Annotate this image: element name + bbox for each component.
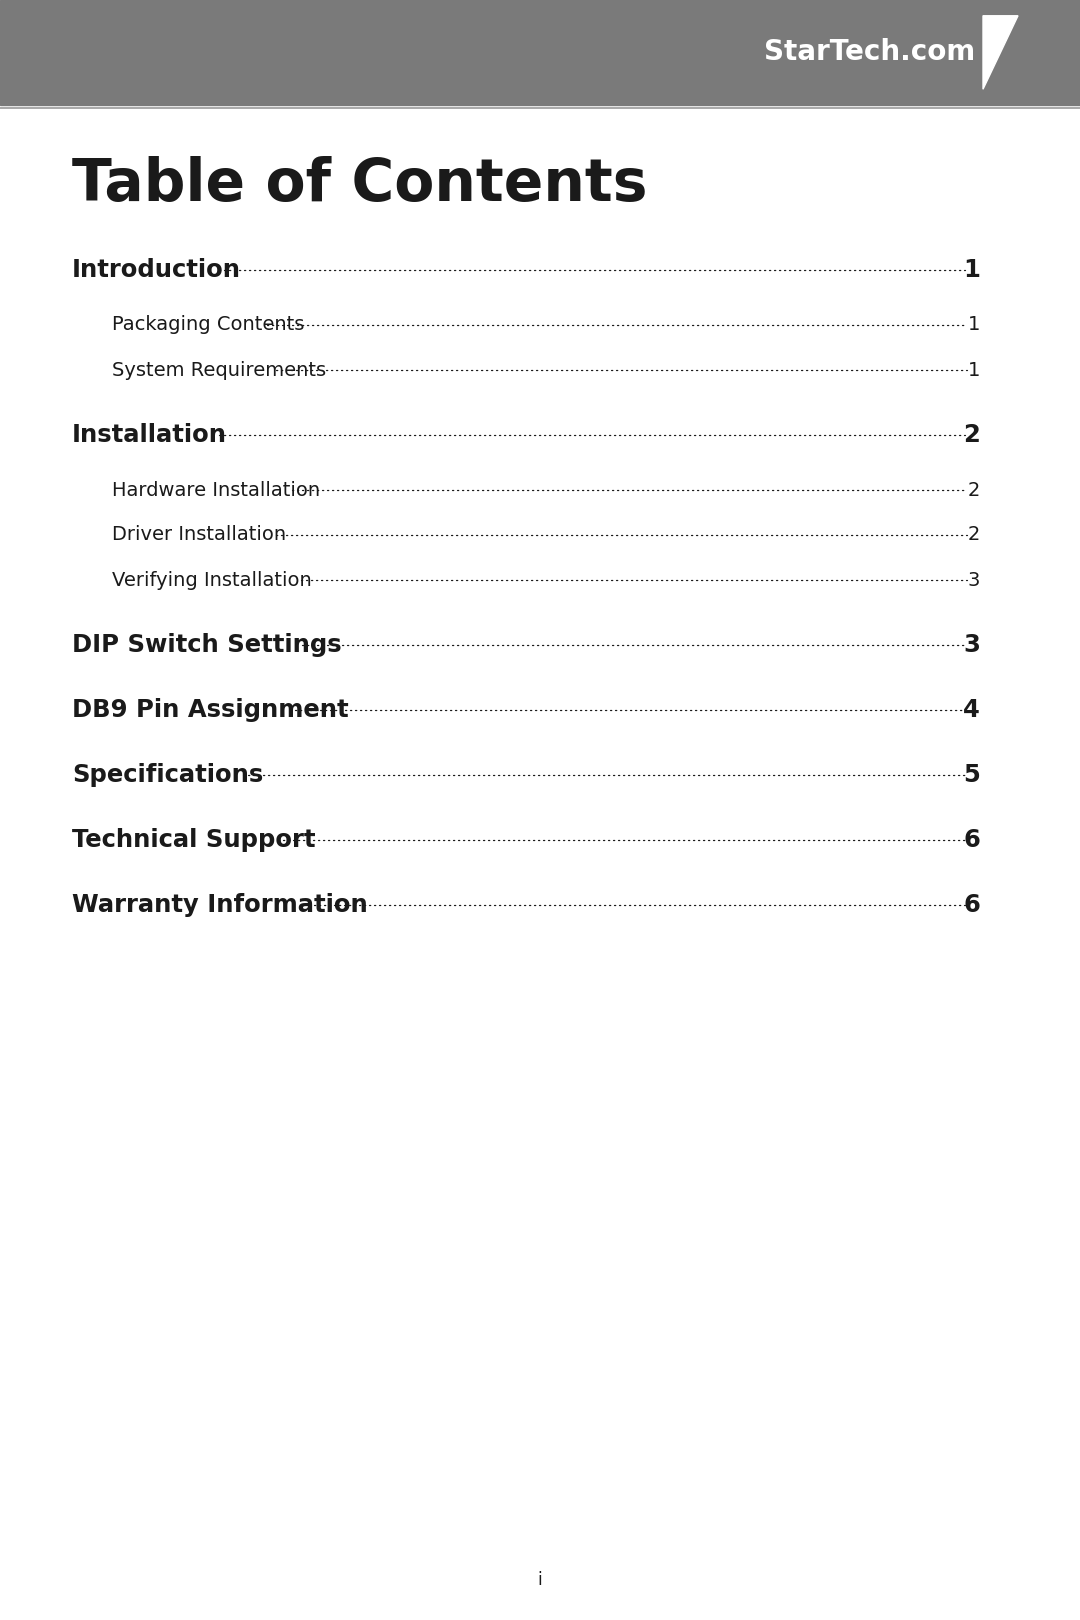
Text: 6: 6	[963, 893, 980, 917]
Text: Warranty Information: Warranty Information	[72, 893, 368, 917]
Text: 6: 6	[963, 828, 980, 852]
Text: 4: 4	[963, 698, 980, 723]
Text: Specifications: Specifications	[72, 763, 264, 787]
Text: 1: 1	[963, 258, 980, 282]
Polygon shape	[983, 16, 1018, 89]
Text: Hardware Installation: Hardware Installation	[112, 481, 320, 499]
Text: Verifying Installation: Verifying Installation	[112, 570, 312, 590]
Text: Introduction: Introduction	[72, 258, 241, 282]
Text: StarTech.com: StarTech.com	[764, 39, 975, 66]
Text: DIP Switch Settings: DIP Switch Settings	[72, 633, 341, 658]
Text: 3: 3	[963, 633, 980, 658]
Text: System Requirements: System Requirements	[112, 361, 326, 379]
Text: Driver Installation: Driver Installation	[112, 525, 286, 544]
Text: i: i	[538, 1571, 542, 1589]
Text: 1: 1	[968, 361, 980, 379]
Bar	[0, 0, 1080, 105]
Text: Packaging Contents: Packaging Contents	[112, 316, 305, 334]
Text: 1: 1	[968, 316, 980, 334]
Text: 2: 2	[968, 481, 980, 499]
Text: Technical Support: Technical Support	[72, 828, 315, 852]
Text: Installation: Installation	[72, 423, 227, 447]
Text: 2: 2	[968, 525, 980, 544]
Text: Table of Contents: Table of Contents	[72, 157, 648, 214]
Text: 5: 5	[963, 763, 980, 787]
Text: 3: 3	[968, 570, 980, 590]
Text: 2: 2	[963, 423, 980, 447]
Text: DB9 Pin Assignment: DB9 Pin Assignment	[72, 698, 349, 723]
